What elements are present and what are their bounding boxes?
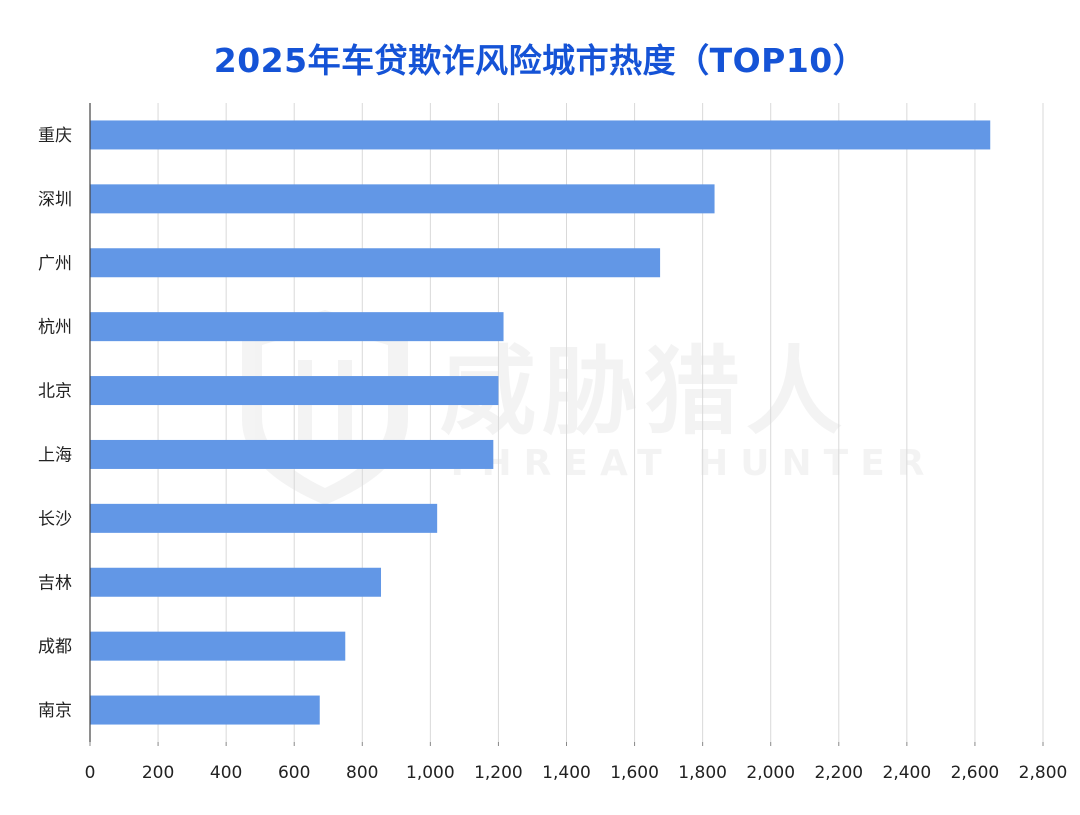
bars [90,120,991,725]
category-label: 深圳 [38,190,72,210]
bar [90,376,499,406]
x-tick-label: 1,400 [542,763,591,783]
x-tick-label: 2,200 [814,763,863,783]
x-tick-label: 1,000 [406,763,455,783]
category-label: 广州 [38,254,72,274]
x-tick-label: 600 [278,763,310,783]
watermark-text: 威胁猎人 [440,336,848,448]
bar [90,312,504,342]
x-tick-label: 0 [85,763,96,783]
bar [90,439,494,469]
x-tick-label: 2,400 [883,763,932,783]
watermark-subtext: THREAT HUNTER [445,443,937,484]
x-tick-label: 800 [346,763,378,783]
bar [90,184,715,214]
category-label: 南京 [38,701,72,721]
x-tick-label: 2,800 [1019,763,1068,783]
category-label: 杭州 [38,318,72,338]
bar [90,631,346,661]
bar [90,248,661,278]
x-tick-label: 1,600 [610,763,659,783]
bar [90,695,320,725]
x-tick-label: 400 [210,763,242,783]
x-tick-label: 2,000 [746,763,795,783]
chart-title: 2025年车贷欺诈风险城市热度（TOP10） [213,41,867,80]
bar [90,120,991,150]
category-label: 上海 [38,445,72,465]
x-tick-label: 1,200 [474,763,523,783]
bar [90,503,438,533]
category-label: 长沙 [38,509,72,529]
x-tick-label: 1,800 [678,763,727,783]
category-label: 北京 [38,382,72,402]
x-tick-label: 2,600 [951,763,1000,783]
x-axis-tick-labels: 0 200 400 600 800 1,000 1,200 1,400 1,600 1,800 2,… [85,763,1068,783]
category-label: 成都 [38,637,72,657]
category-label: 吉林 [38,573,72,593]
category-label: 重庆 [38,126,72,146]
bar [90,567,382,597]
x-tick-label: 200 [142,763,174,783]
